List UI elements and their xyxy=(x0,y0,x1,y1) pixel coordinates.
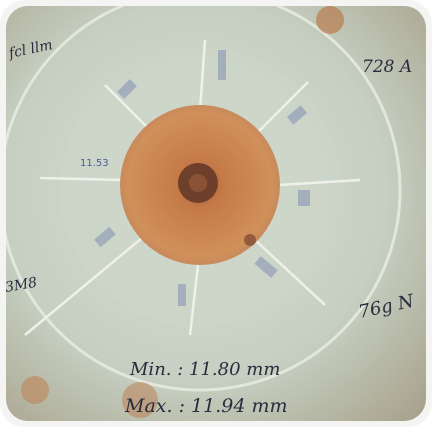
reading-mark xyxy=(298,190,310,206)
annotation: 728 A xyxy=(362,57,412,77)
radial-line xyxy=(257,81,309,133)
image: fcl llm 728 A 11.53 3M8 76g N Min. : 11.… xyxy=(4,6,426,421)
annotation: Min. : 11.80 mm xyxy=(129,359,280,380)
rust-stain xyxy=(21,376,49,404)
rust-stain xyxy=(316,6,344,34)
annotation: Max. : 11.94 mm xyxy=(124,395,287,417)
reading: 11.53 xyxy=(80,158,109,169)
radial-line xyxy=(104,84,149,129)
center-core xyxy=(189,174,207,192)
reading-mark xyxy=(117,79,137,99)
radial-line xyxy=(39,176,123,182)
small-readings xyxy=(94,50,310,306)
radial-line xyxy=(24,237,143,336)
reading-mark xyxy=(286,105,308,125)
radial-line xyxy=(254,239,326,306)
reading-mark xyxy=(218,50,226,80)
reading-mark xyxy=(254,256,278,278)
rust-dot xyxy=(244,234,256,246)
radial-line xyxy=(277,178,361,187)
radial-line xyxy=(188,264,200,336)
annotation: 3M8 xyxy=(4,275,39,296)
disc-edge xyxy=(6,6,402,392)
radial-line xyxy=(198,39,207,111)
radial-lines xyxy=(24,39,361,336)
reading-mark xyxy=(94,226,116,248)
reading-mark xyxy=(178,284,186,306)
rust-stain xyxy=(122,382,158,418)
